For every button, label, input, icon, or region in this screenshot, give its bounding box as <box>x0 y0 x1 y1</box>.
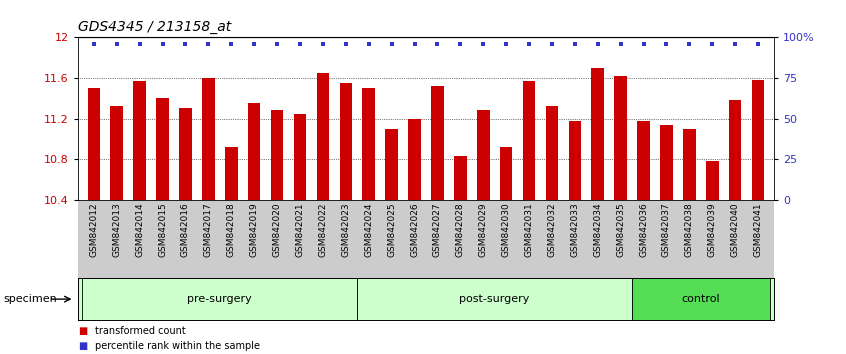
Bar <box>88 88 100 200</box>
Bar <box>660 125 673 200</box>
Bar <box>637 121 650 200</box>
Bar <box>271 110 283 200</box>
Bar <box>500 147 513 200</box>
Bar <box>202 78 215 200</box>
Text: GSM842034: GSM842034 <box>593 202 602 257</box>
Bar <box>569 121 581 200</box>
Text: GSM842027: GSM842027 <box>433 202 442 257</box>
Text: GSM842038: GSM842038 <box>685 202 694 257</box>
Bar <box>454 156 467 200</box>
Bar <box>523 81 536 200</box>
Bar <box>362 88 375 200</box>
Bar <box>82 278 357 320</box>
Bar <box>157 98 169 200</box>
Text: GDS4345 / 213158_at: GDS4345 / 213158_at <box>78 19 231 34</box>
Bar <box>179 108 192 200</box>
Bar <box>357 278 632 320</box>
Bar <box>729 100 741 200</box>
Bar <box>409 119 420 200</box>
Text: GSM842031: GSM842031 <box>525 202 534 257</box>
Text: GSM842040: GSM842040 <box>731 202 739 257</box>
Bar <box>546 106 558 200</box>
Text: GSM842037: GSM842037 <box>662 202 671 257</box>
Text: GSM842041: GSM842041 <box>754 202 762 257</box>
Bar <box>294 114 306 200</box>
Text: GSM842028: GSM842028 <box>456 202 464 257</box>
Text: GSM842025: GSM842025 <box>387 202 396 257</box>
Text: GSM842014: GSM842014 <box>135 202 144 257</box>
Text: GSM842033: GSM842033 <box>570 202 580 257</box>
Bar <box>316 73 329 200</box>
Bar <box>591 68 604 200</box>
Text: GSM842021: GSM842021 <box>295 202 305 257</box>
Bar <box>431 86 443 200</box>
Text: GSM842022: GSM842022 <box>318 202 327 257</box>
Text: GSM842029: GSM842029 <box>479 202 488 257</box>
Text: GSM842017: GSM842017 <box>204 202 213 257</box>
Text: GSM842012: GSM842012 <box>90 202 98 257</box>
Text: transformed count: transformed count <box>95 326 185 336</box>
Text: GSM842023: GSM842023 <box>341 202 350 257</box>
Bar <box>385 129 398 200</box>
Text: GSM842030: GSM842030 <box>502 202 511 257</box>
Text: GSM842032: GSM842032 <box>547 202 557 257</box>
Text: ■: ■ <box>78 341 87 351</box>
Text: ■: ■ <box>78 326 87 336</box>
Bar <box>248 103 261 200</box>
Bar <box>339 83 352 200</box>
Bar <box>134 81 146 200</box>
Text: post-surgery: post-surgery <box>459 294 530 304</box>
Text: GSM842035: GSM842035 <box>616 202 625 257</box>
Bar <box>225 147 238 200</box>
Text: pre-surgery: pre-surgery <box>188 294 252 304</box>
Bar <box>477 110 490 200</box>
Text: specimen: specimen <box>3 294 58 304</box>
Bar <box>706 161 718 200</box>
Text: percentile rank within the sample: percentile rank within the sample <box>95 341 260 351</box>
Bar <box>111 106 123 200</box>
Bar <box>614 76 627 200</box>
Text: GSM842013: GSM842013 <box>113 202 121 257</box>
Text: GSM842020: GSM842020 <box>272 202 282 257</box>
Text: GSM842018: GSM842018 <box>227 202 236 257</box>
Text: GSM842015: GSM842015 <box>158 202 167 257</box>
Bar <box>632 278 770 320</box>
Text: GSM842039: GSM842039 <box>708 202 717 257</box>
Bar <box>683 129 695 200</box>
Text: control: control <box>682 294 720 304</box>
Text: GSM842019: GSM842019 <box>250 202 259 257</box>
Text: GSM842026: GSM842026 <box>410 202 419 257</box>
Bar <box>752 80 764 200</box>
Text: GSM842016: GSM842016 <box>181 202 190 257</box>
Text: GSM842036: GSM842036 <box>639 202 648 257</box>
Text: GSM842024: GSM842024 <box>364 202 373 257</box>
